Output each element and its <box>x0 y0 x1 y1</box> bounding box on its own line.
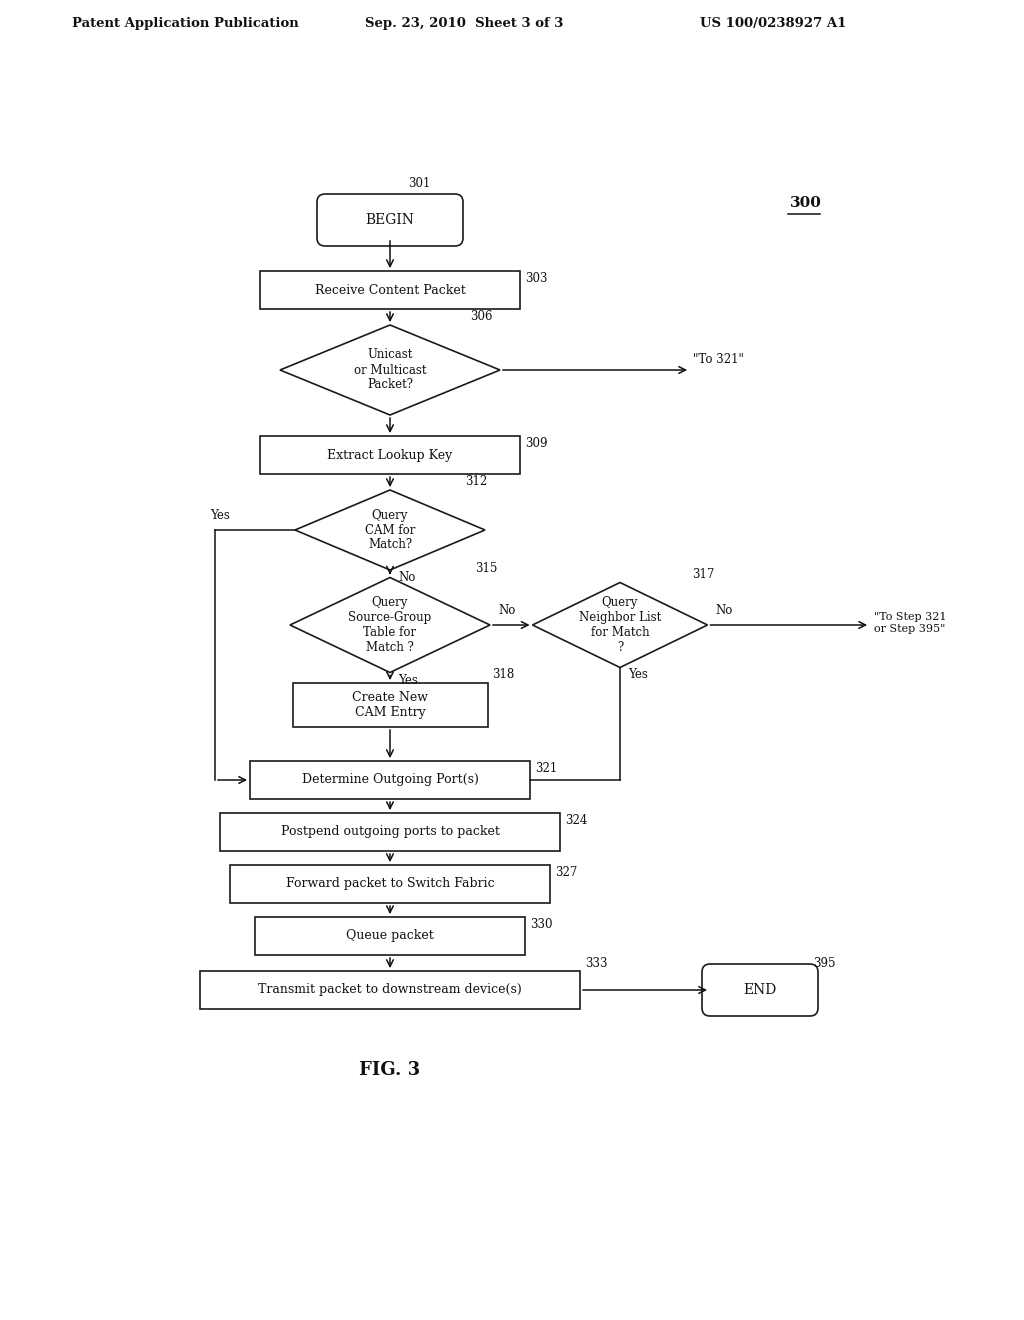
Text: Sep. 23, 2010  Sheet 3 of 3: Sep. 23, 2010 Sheet 3 of 3 <box>365 17 563 30</box>
Text: Receive Content Packet: Receive Content Packet <box>314 284 465 297</box>
FancyBboxPatch shape <box>250 762 530 799</box>
Text: 395: 395 <box>813 957 836 970</box>
FancyBboxPatch shape <box>255 917 525 954</box>
Text: Query
Neighbor List
for Match
?: Query Neighbor List for Match ? <box>579 597 662 653</box>
FancyBboxPatch shape <box>317 194 463 246</box>
FancyBboxPatch shape <box>260 436 520 474</box>
FancyBboxPatch shape <box>702 964 818 1016</box>
Text: 301: 301 <box>408 177 430 190</box>
Text: 324: 324 <box>565 814 588 828</box>
Text: Determine Outgoing Port(s): Determine Outgoing Port(s) <box>301 774 478 787</box>
Text: No: No <box>398 572 416 583</box>
FancyBboxPatch shape <box>200 972 580 1008</box>
Text: "To Step 321
or Step 395": "To Step 321 or Step 395" <box>874 612 946 634</box>
FancyBboxPatch shape <box>230 865 550 903</box>
FancyBboxPatch shape <box>260 271 520 309</box>
Text: Transmit packet to downstream device(s): Transmit packet to downstream device(s) <box>258 983 522 997</box>
Text: BEGIN: BEGIN <box>366 213 415 227</box>
Text: No: No <box>716 605 733 616</box>
Text: Extract Lookup Key: Extract Lookup Key <box>328 449 453 462</box>
Polygon shape <box>295 490 485 570</box>
Polygon shape <box>532 582 708 668</box>
Text: No: No <box>498 605 515 616</box>
Text: US 100/0238927 A1: US 100/0238927 A1 <box>700 17 847 30</box>
Text: Query
CAM for
Match?: Query CAM for Match? <box>365 508 415 552</box>
Polygon shape <box>290 578 490 672</box>
Text: 330: 330 <box>530 917 553 931</box>
Text: 317: 317 <box>692 568 715 581</box>
Text: 315: 315 <box>475 562 498 576</box>
Text: 321: 321 <box>535 762 557 775</box>
Text: 303: 303 <box>525 272 548 285</box>
Text: Unicast
or Multicast
Packet?: Unicast or Multicast Packet? <box>353 348 426 392</box>
Text: 327: 327 <box>555 866 578 879</box>
Text: "To 321": "To 321" <box>693 352 743 366</box>
Text: Forward packet to Switch Fabric: Forward packet to Switch Fabric <box>286 878 495 891</box>
Text: Patent Application Publication: Patent Application Publication <box>72 17 299 30</box>
Text: 306: 306 <box>470 310 493 323</box>
Text: Create New
CAM Entry: Create New CAM Entry <box>352 690 428 719</box>
Text: 300: 300 <box>790 195 822 210</box>
Text: 333: 333 <box>585 957 607 970</box>
FancyBboxPatch shape <box>293 682 487 727</box>
Polygon shape <box>280 325 500 414</box>
Text: Yes: Yes <box>628 668 648 681</box>
FancyBboxPatch shape <box>220 813 560 851</box>
Text: Yes: Yes <box>398 673 418 686</box>
Text: Query
Source-Group
Table for
Match ?: Query Source-Group Table for Match ? <box>348 597 432 653</box>
Text: FIG. 3: FIG. 3 <box>359 1061 421 1078</box>
Text: 309: 309 <box>525 437 548 450</box>
Text: END: END <box>743 983 776 997</box>
Text: Postpend outgoing ports to packet: Postpend outgoing ports to packet <box>281 825 500 838</box>
Text: 312: 312 <box>465 475 487 488</box>
Text: Yes: Yes <box>210 510 230 521</box>
Text: Queue packet: Queue packet <box>346 929 434 942</box>
Text: 318: 318 <box>493 668 515 681</box>
